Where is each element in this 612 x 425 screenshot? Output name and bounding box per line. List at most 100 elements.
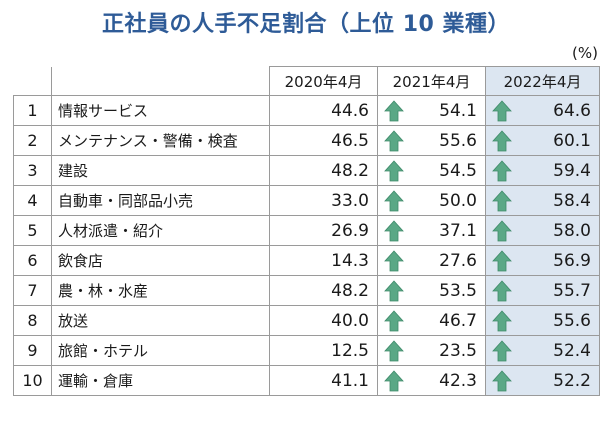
up-arrow-icon xyxy=(384,369,404,392)
up-arrow-icon xyxy=(492,249,512,272)
column-header-2022: 2022年4月 xyxy=(485,66,600,96)
value-2022: 58.4 xyxy=(553,190,591,211)
table-row: 9 旅館・ホテル 12.5 23.5 52.4 xyxy=(13,335,600,366)
table-row: 4 自動車・同部品小売 33.0 50.0 58.4 xyxy=(13,185,600,216)
industry-cell: メンテナンス・警備・検査 xyxy=(51,125,270,156)
value-2022-cell: 58.0 xyxy=(485,215,600,246)
rank-cell: 2 xyxy=(13,125,52,156)
value-2021-cell: 23.5 xyxy=(377,335,486,366)
page-title: 正社員の人手不足割合（上位 10 業種） xyxy=(102,12,510,37)
value-2022-cell: 64.6 xyxy=(485,95,600,126)
value-2021-cell: 46.7 xyxy=(377,305,486,336)
up-arrow-icon xyxy=(384,219,404,242)
value-2020-cell: 12.5 xyxy=(269,335,378,366)
rank-cell: 8 xyxy=(13,305,52,336)
value-2021-cell: 27.6 xyxy=(377,245,486,276)
value-2020-cell: 14.3 xyxy=(269,245,378,276)
value-2020-cell: 48.2 xyxy=(269,155,378,186)
rank-cell: 7 xyxy=(13,275,52,306)
industry-cell: 人材派遣・紹介 xyxy=(51,215,270,246)
table-row: 6 飲食店 14.3 27.6 56.9 xyxy=(13,245,600,276)
rank-cell: 6 xyxy=(13,245,52,276)
value-2021: 46.7 xyxy=(439,310,477,331)
value-2022-cell: 56.9 xyxy=(485,245,600,276)
up-arrow-icon xyxy=(384,279,404,302)
value-2020-cell: 40.0 xyxy=(269,305,378,336)
rank-cell: 5 xyxy=(13,215,52,246)
value-2022: 55.7 xyxy=(553,280,591,301)
value-2021: 37.1 xyxy=(439,220,477,241)
unit-label: (%) xyxy=(572,44,598,62)
up-arrow-icon xyxy=(384,99,404,122)
up-arrow-icon xyxy=(384,339,404,362)
value-2021-cell: 55.6 xyxy=(377,125,486,156)
value-2022: 52.2 xyxy=(553,370,591,391)
up-arrow-icon xyxy=(492,369,512,392)
up-arrow-icon xyxy=(492,219,512,242)
industry-cell: 飲食店 xyxy=(51,245,270,276)
rank-cell: 4 xyxy=(13,185,52,216)
value-2021: 54.5 xyxy=(439,160,477,181)
value-2020-cell: 41.1 xyxy=(269,365,378,396)
industry-cell: 情報サービス xyxy=(51,95,270,126)
up-arrow-icon xyxy=(492,189,512,212)
up-arrow-icon xyxy=(384,129,404,152)
value-2021: 50.0 xyxy=(439,190,477,211)
industry-cell: 建設 xyxy=(51,155,270,186)
up-arrow-icon xyxy=(384,189,404,212)
up-arrow-icon xyxy=(492,129,512,152)
header-row: 2020年4月 2021年4月 2022年4月 xyxy=(13,66,600,96)
value-2021: 23.5 xyxy=(439,340,477,361)
value-2022-cell: 60.1 xyxy=(485,125,600,156)
industry-cell: 放送 xyxy=(51,305,270,336)
header-blank xyxy=(13,66,52,96)
table-row: 10 運輸・倉庫 41.1 42.3 52.2 xyxy=(13,365,600,396)
value-2020-cell: 33.0 xyxy=(269,185,378,216)
table-row: 5 人材派遣・紹介 26.9 37.1 58.0 xyxy=(13,215,600,246)
up-arrow-icon xyxy=(384,159,404,182)
value-2022: 52.4 xyxy=(553,340,591,361)
value-2021-cell: 53.5 xyxy=(377,275,486,306)
value-2020-cell: 46.5 xyxy=(269,125,378,156)
industry-cell: 農・林・水産 xyxy=(51,275,270,306)
rank-cell: 1 xyxy=(13,95,52,126)
value-2022-cell: 58.4 xyxy=(485,185,600,216)
value-2020-cell: 26.9 xyxy=(269,215,378,246)
shortage-table: 2020年4月 2021年4月 2022年4月 1 情報サービス 44.6 54.1 6… xyxy=(13,66,600,396)
rank-cell: 9 xyxy=(13,335,52,366)
up-arrow-icon xyxy=(492,159,512,182)
value-2021-cell: 50.0 xyxy=(377,185,486,216)
value-2022-cell: 55.6 xyxy=(485,305,600,336)
value-2021: 54.1 xyxy=(439,100,477,121)
industry-cell: 運輸・倉庫 xyxy=(51,365,270,396)
industry-cell: 旅館・ホテル xyxy=(51,335,270,366)
up-arrow-icon xyxy=(384,249,404,272)
value-2022: 56.9 xyxy=(553,250,591,271)
table-row: 7 農・林・水産 48.2 53.5 55.7 xyxy=(13,275,600,306)
table-row: 2 メンテナンス・警備・検査 46.5 55.6 60.1 xyxy=(13,125,600,156)
table-row: 3 建設 48.2 54.5 59.4 xyxy=(13,155,600,186)
value-2021-cell: 54.5 xyxy=(377,155,486,186)
value-2022: 58.0 xyxy=(553,220,591,241)
value-2021: 27.6 xyxy=(439,250,477,271)
column-header-2021: 2021年4月 xyxy=(377,66,486,96)
table-row: 8 放送 40.0 46.7 55.6 xyxy=(13,305,600,336)
value-2022-cell: 52.2 xyxy=(485,365,600,396)
value-2021-cell: 37.1 xyxy=(377,215,486,246)
up-arrow-icon xyxy=(492,279,512,302)
value-2020-cell: 44.6 xyxy=(269,95,378,126)
value-2022: 55.6 xyxy=(553,310,591,331)
up-arrow-icon xyxy=(384,309,404,332)
value-2022-cell: 59.4 xyxy=(485,155,600,186)
value-2022: 60.1 xyxy=(553,130,591,151)
rank-cell: 10 xyxy=(13,365,52,396)
value-2021-cell: 42.3 xyxy=(377,365,486,396)
up-arrow-icon xyxy=(492,99,512,122)
rank-cell: 3 xyxy=(13,155,52,186)
value-2020-cell: 48.2 xyxy=(269,275,378,306)
value-2022: 59.4 xyxy=(553,160,591,181)
value-2022-cell: 52.4 xyxy=(485,335,600,366)
up-arrow-icon xyxy=(492,309,512,332)
value-2021-cell: 54.1 xyxy=(377,95,486,126)
value-2021: 42.3 xyxy=(439,370,477,391)
